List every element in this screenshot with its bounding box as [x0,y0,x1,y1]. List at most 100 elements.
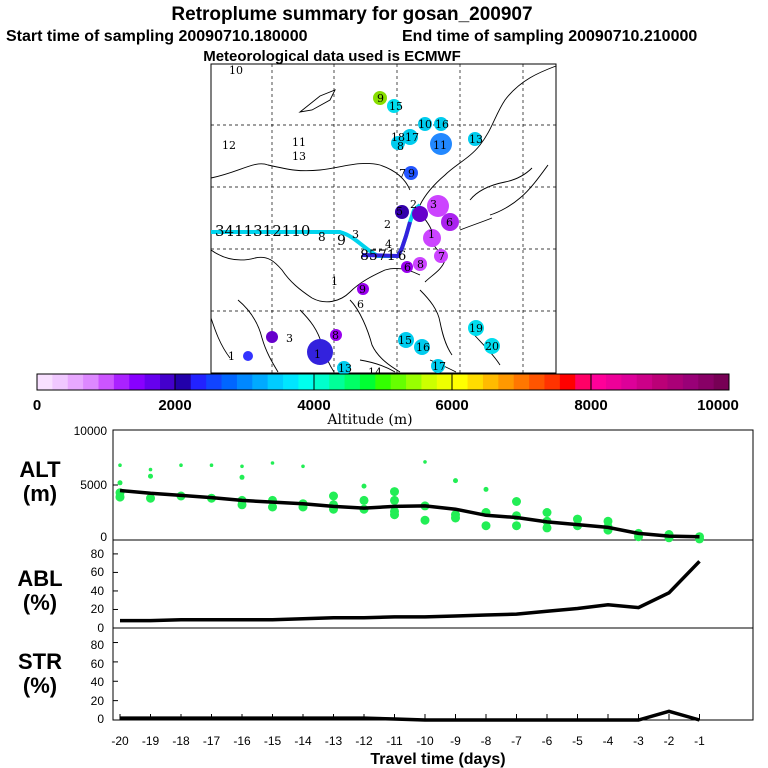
colorbar-cell [375,374,392,390]
plume-circle [484,338,500,354]
plume-circle [434,249,448,263]
chart-marks [113,429,704,722]
map-label: 10 [229,64,243,77]
colorbar-cell [652,374,668,390]
abl-ytick: 20 [91,602,105,616]
x-axis-title: Travel time (days) [370,751,505,768]
alt-scatter-point [542,523,552,533]
plume-circle [266,331,278,343]
map-label: 9 [408,167,415,180]
xtick-label: -14 [294,734,312,748]
alt-scatter-point [361,483,367,489]
colorbar-cell [252,374,269,390]
map-label: 9 [377,92,384,105]
plume-circle [427,195,449,217]
colorbar-tick: 2000 [158,397,191,414]
plume-circle [414,339,430,355]
plume-circle [441,213,459,231]
map-label: 1 [314,348,321,361]
colorbar-tick: 10000 [697,397,739,414]
track-day-label: 6 [398,249,406,264]
map-label: 15 [398,334,412,347]
colorbar-cell [713,374,730,390]
alt-scatter-point [237,500,247,510]
colorbar-cell [575,374,592,390]
xtick-label: -1 [694,734,705,748]
trajectory-map: 10 9 15 10 16 18 17 8 13 11 12 11 13 7 9… [210,63,557,379]
end-time-text: End time of sampling 20090710.210000 [402,28,697,45]
str-panel-units: (%) [23,673,57,698]
track-day-labels-east: 8571 [360,248,396,264]
alt-scatter-point [512,497,521,506]
xtick-label: -15 [264,734,282,748]
map-label: 3 [286,332,293,345]
colorbar-cell [329,374,346,390]
colorbar-cell [559,374,576,390]
plume-circle [373,91,387,105]
map-label: 10 [418,118,432,131]
alt-scatter-point [390,510,399,520]
abl-series-line [120,560,701,623]
colorbar-cells [37,374,730,390]
plume-circle [418,117,432,131]
track-day-labels: 3411312110 [215,222,310,240]
alt-scatter-point [209,463,214,468]
plume-circle [391,136,405,150]
met-data-text: Meteorological data used is ECMWF [203,48,461,65]
plume-circle [423,229,441,247]
alt-ytick: 10000 [74,424,108,438]
colorbar-cell [190,374,207,390]
xtick-label: -12 [355,734,373,748]
alt-scatter-point [483,486,489,492]
colorbar-cell [513,374,530,390]
map-label: 13 [338,362,352,375]
map-label: 8 [417,258,424,271]
figure-title: Retroplume summary for gosan_200907 [171,4,532,25]
colorbar-cell [298,374,315,390]
alt-scatter-point [268,502,277,512]
colorbar-cell [621,374,638,390]
plume-circle [398,332,414,348]
plume-circle [413,257,427,271]
map-label: 4 [385,238,392,251]
colorbar-cell [482,374,499,390]
map-label: 6 [404,261,411,274]
plume-circle [430,133,452,155]
map-label: 17 [432,360,446,373]
map-label: 13 [292,150,306,163]
map-label: 5 [396,205,403,218]
xtick-label: -17 [203,734,221,748]
str-ytick: 80 [91,638,105,652]
abl-ytick: 80 [91,547,105,561]
map-label: 18 [391,131,405,144]
colorbar-cell [160,374,176,390]
alt-ytick: 0 [100,530,107,544]
alt-scatter-point [390,495,399,505]
map-label: 20 [485,340,499,353]
map-label: 1 [428,228,435,241]
colorbar-tick: 6000 [435,397,468,414]
str-yticks: 80 60 40 20 0 [91,638,105,726]
plume-circle [307,339,333,365]
colorbar-axis-label: Altitude (m) [326,412,412,428]
altitude-colorbar: 0 2000 4000 6000 8000 10000 Altitude (m) [33,373,739,428]
colorbar-cell [98,374,115,390]
xtick-label: -20 [111,734,129,748]
alt-scatter-point [146,493,155,503]
plume-circle [337,361,351,375]
colorbar-cell [605,374,622,390]
colorbar-cell [359,374,376,390]
panel-frames [112,429,754,721]
track-day-label: 9 [337,233,346,249]
alt-scatter-point [512,521,521,531]
plume-circle [431,359,445,373]
colorbar-cell [344,374,361,390]
plume-circle [330,329,342,341]
colorbar-tick: 0 [33,397,41,414]
colorbar-cell [283,374,299,390]
xtick-label: -7 [511,734,522,748]
abl-panel-label: ABL [17,566,62,591]
alt-scatter-point [115,492,125,502]
colorbar-cell [221,374,238,390]
